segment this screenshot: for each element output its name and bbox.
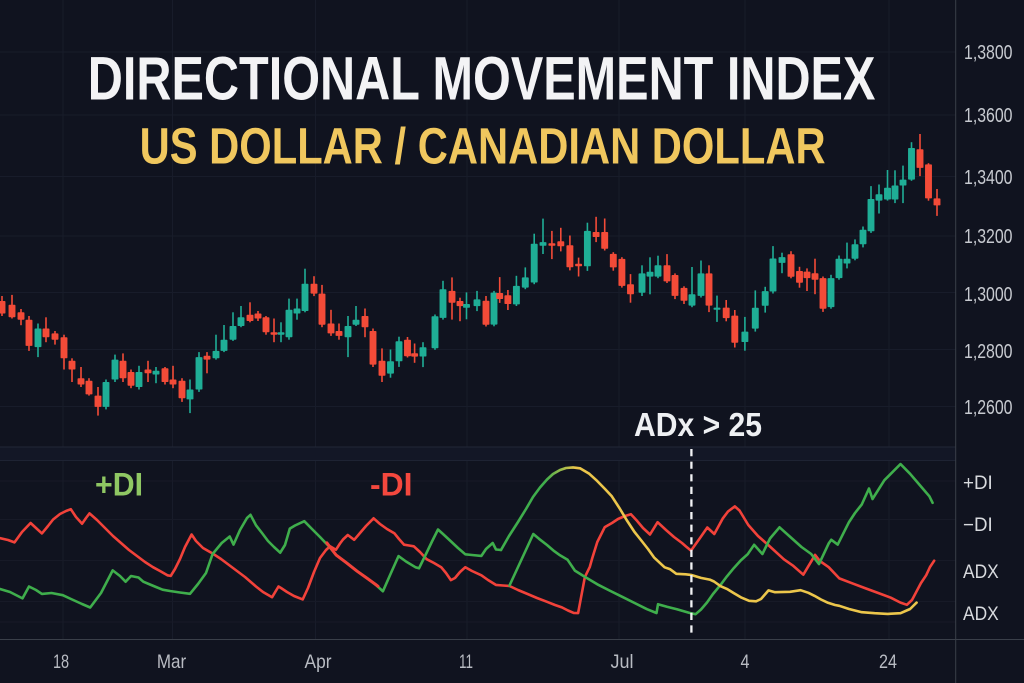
svg-text:Jul: Jul — [611, 651, 634, 673]
svg-text:18: 18 — [53, 651, 69, 673]
svg-text:DIRECTIONAL MOVEMENT INDEX: DIRECTIONAL MOVEMENT INDEX — [88, 45, 876, 113]
svg-text:ADX: ADX — [963, 603, 999, 625]
svg-text:1,3600: 1,3600 — [964, 105, 1013, 127]
svg-text:US DOLLAR / CANADIAN DOLLAR: US DOLLAR / CANADIAN DOLLAR — [140, 117, 826, 174]
svg-text:1,3000: 1,3000 — [964, 284, 1013, 306]
svg-text:11: 11 — [459, 651, 473, 673]
svg-text:24: 24 — [879, 651, 897, 673]
svg-text:4: 4 — [741, 651, 750, 673]
svg-text:+DI: +DI — [95, 467, 143, 503]
svg-text:−DI: −DI — [963, 514, 993, 536]
svg-text:1,3800: 1,3800 — [964, 42, 1013, 64]
svg-text:-DI: -DI — [370, 467, 413, 503]
svg-text:1,3200: 1,3200 — [964, 226, 1013, 248]
svg-text:ADx > 25: ADx > 25 — [634, 407, 762, 444]
svg-text:Mar: Mar — [157, 651, 187, 673]
svg-text:1,2800: 1,2800 — [964, 341, 1013, 363]
svg-text:1,2600: 1,2600 — [964, 397, 1013, 419]
svg-text:ADX: ADX — [963, 561, 999, 583]
svg-text:+DI: +DI — [963, 472, 993, 494]
svg-text:1,3400: 1,3400 — [964, 167, 1013, 189]
svg-text:Apr: Apr — [305, 651, 332, 673]
